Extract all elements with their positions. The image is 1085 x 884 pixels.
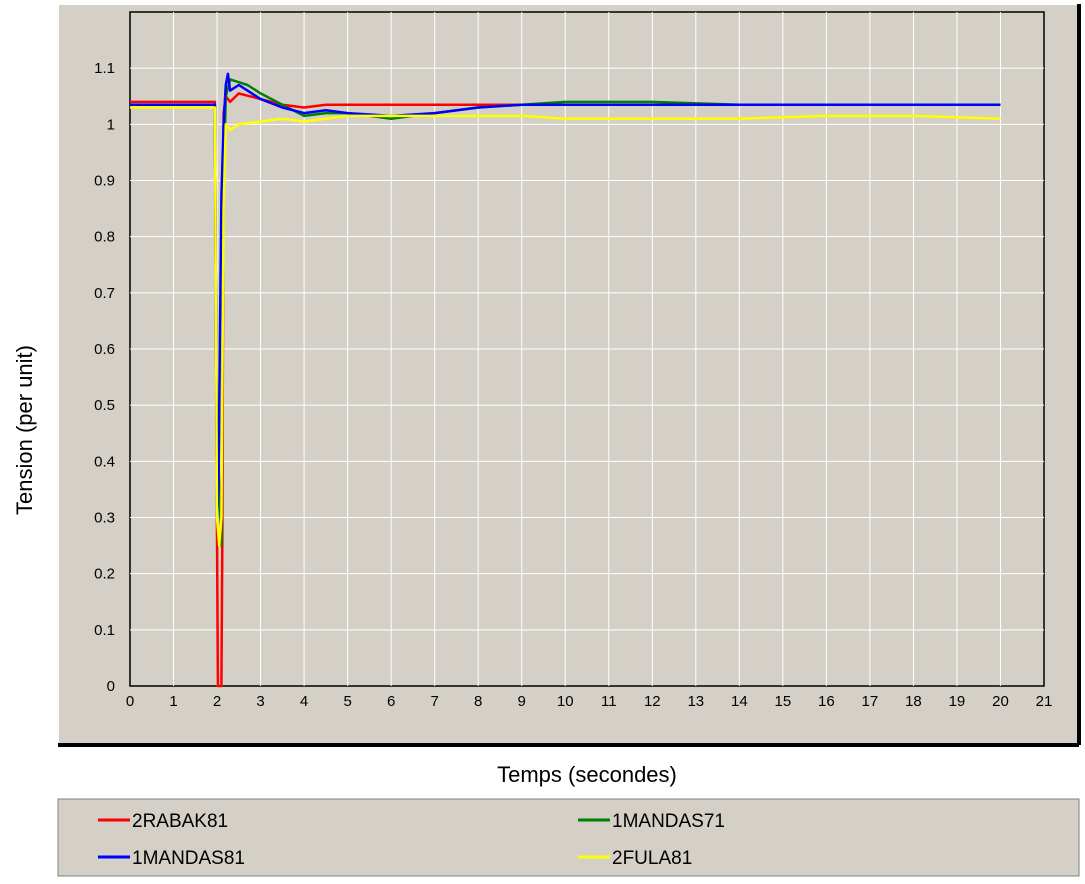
legend-item-2fula81: 2FULA81 xyxy=(578,848,692,869)
y-tick-label: 0.1 xyxy=(94,622,115,639)
x-tick-label: 17 xyxy=(862,693,879,710)
x-tick-label: 9 xyxy=(518,693,526,710)
x-tick-label: 4 xyxy=(300,693,308,710)
y-tick-label: 0.4 xyxy=(94,453,115,470)
y-tick-label: 0.2 xyxy=(94,566,115,583)
x-tick-label: 7 xyxy=(430,693,438,710)
x-tick-label: 1 xyxy=(169,693,177,710)
legend-label-1mandas71: 1MANDAS71 xyxy=(612,811,725,832)
x-tick-label: 18 xyxy=(905,693,922,710)
y-tick-label: 0.3 xyxy=(94,510,115,527)
legend-item-2rabak81: 2RABAK81 xyxy=(98,811,228,832)
legend-label-2rabak81: 2RABAK81 xyxy=(132,811,228,832)
series-line-1mandas81 xyxy=(130,72,1001,519)
x-tick-label: 16 xyxy=(818,693,835,710)
legend-item-1mandas71: 1MANDAS71 xyxy=(578,811,725,832)
legend-box xyxy=(57,798,1080,877)
legend-item-1mandas81: 1MANDAS81 xyxy=(98,848,245,869)
y-tick-label: 1 xyxy=(107,116,115,133)
x-tick-label: 19 xyxy=(949,693,966,710)
grid xyxy=(130,12,1044,686)
legend-label-2fula81: 2FULA81 xyxy=(612,848,692,869)
x-tick-label: 2 xyxy=(213,693,221,710)
x-tick-label: 3 xyxy=(256,693,264,710)
y-tick-label: 0.5 xyxy=(94,397,115,414)
x-tick-label: 5 xyxy=(343,693,351,710)
x-tick-label: 15 xyxy=(775,693,792,710)
x-tick-label: 0 xyxy=(126,693,134,710)
tick-labels: 0 1 2 3 4 5 6 7 8 9 10 11 12 13 14 15 16 17 18 19 20 2100.10.… xyxy=(94,60,1052,710)
x-tick-label: 13 xyxy=(687,693,704,710)
x-tick-label: 12 xyxy=(644,693,661,710)
y-tick-label: 0 xyxy=(107,678,115,695)
x-tick-label: 20 xyxy=(992,693,1009,710)
y-tick-label: 0.6 xyxy=(94,341,115,358)
x-tick-label: 21 xyxy=(1036,693,1053,710)
x-tick-label: 6 xyxy=(387,693,395,710)
series-line-2fula81 xyxy=(130,106,1001,547)
y-tick-label: 0.7 xyxy=(94,285,115,302)
x-tick-label: 8 xyxy=(474,693,482,710)
x-tick-label: 11 xyxy=(601,693,617,710)
series-lines xyxy=(130,72,1001,688)
x-tick-label: 10 xyxy=(557,693,574,710)
y-tick-label: 1.1 xyxy=(94,60,115,77)
y-tick-label: 0.8 xyxy=(94,229,115,246)
x-tick-label: 14 xyxy=(731,693,748,710)
y-tick-label: 0.9 xyxy=(94,173,115,190)
legend-label-1mandas81: 1MANDAS81 xyxy=(132,848,245,869)
x-axis-title: Temps (secondes) xyxy=(497,762,677,787)
y-axis-title: Tension (per unit) xyxy=(12,345,37,515)
